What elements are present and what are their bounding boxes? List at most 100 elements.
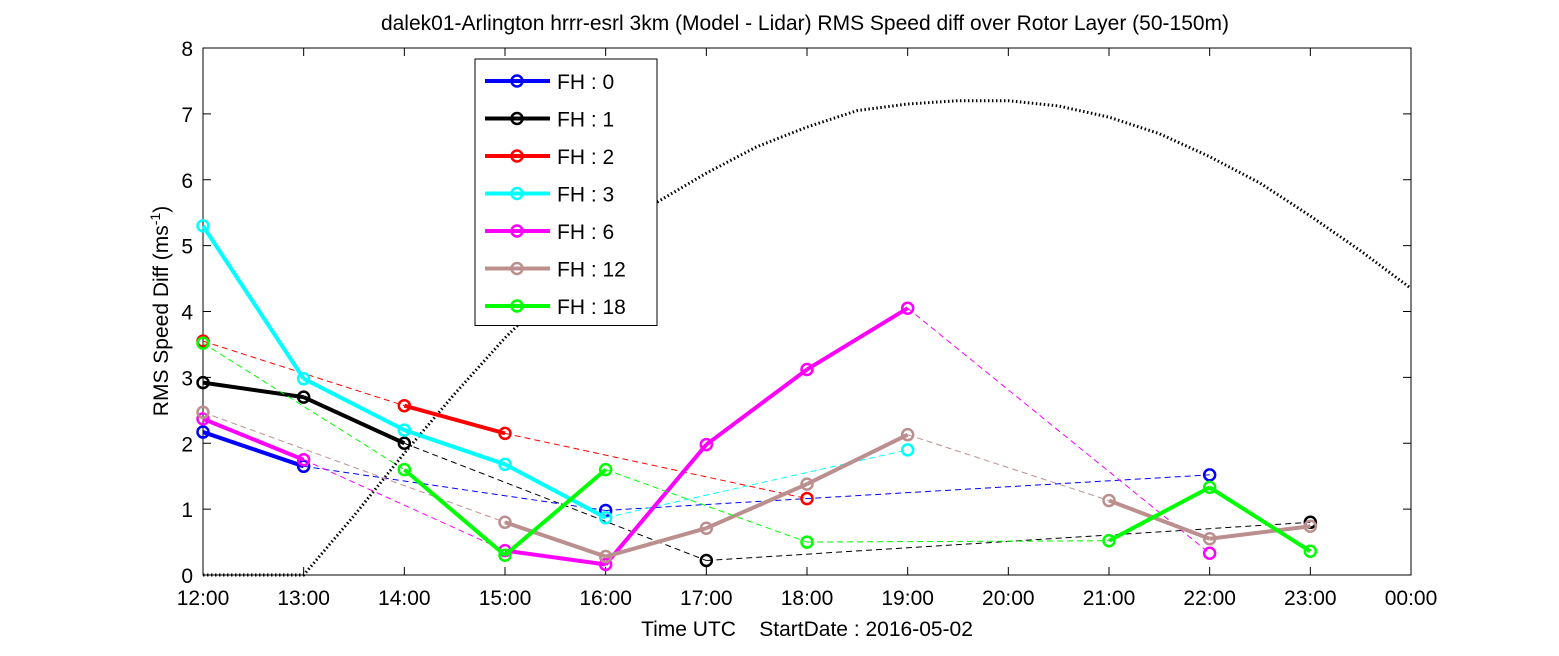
series-line-segment bbox=[1108, 485, 1211, 543]
series-gap-segment bbox=[303, 459, 506, 552]
data-point bbox=[196, 336, 210, 350]
data-point bbox=[397, 423, 412, 437]
series-line-segment bbox=[202, 430, 305, 469]
data-point bbox=[296, 452, 311, 467]
data-point bbox=[296, 459, 311, 474]
series-line-segment bbox=[403, 468, 507, 557]
series-gap-segment bbox=[303, 465, 606, 511]
data-point bbox=[1202, 468, 1217, 482]
data-point bbox=[196, 425, 210, 439]
series-line-segment bbox=[705, 482, 808, 531]
x-tick-label: 16:00 bbox=[579, 587, 632, 610]
legend-label: FH : 3 bbox=[557, 184, 614, 207]
y-tick-label: 5 bbox=[181, 236, 193, 259]
legend-entry: FH : 6 bbox=[485, 221, 614, 244]
series-gap-segment bbox=[202, 411, 506, 523]
data-point bbox=[1102, 533, 1116, 548]
data-point bbox=[900, 427, 915, 442]
y-axis-label: RMS Speed Diff (ms-1) bbox=[147, 206, 173, 416]
data-point bbox=[498, 426, 512, 441]
series-gap-segment bbox=[907, 434, 1110, 502]
series-line-segment bbox=[302, 376, 406, 432]
legend: FH : 0 FH : 1 FH : 2 FH : 3 FH : 6 FH : 12 FH … bbox=[474, 58, 658, 326]
data-point bbox=[1303, 544, 1318, 559]
y-tick-label: 6 bbox=[181, 170, 193, 193]
series-line-segment bbox=[705, 367, 809, 447]
legend-swatch-marker bbox=[510, 111, 524, 126]
series-line-segment bbox=[1108, 498, 1211, 541]
x-tick-label: 17:00 bbox=[680, 587, 733, 610]
legend-entry: FH : 12 bbox=[485, 259, 626, 282]
chart-title: dalek01-Arlington hrrr-esrl 3km (Model -… bbox=[381, 12, 1229, 35]
series-fh-3 bbox=[196, 219, 915, 525]
series-fh-12 bbox=[196, 405, 1318, 564]
legend-label: FH : 2 bbox=[557, 146, 614, 169]
data-point bbox=[800, 491, 814, 506]
plot-area bbox=[203, 48, 1411, 575]
y-tick-label: 4 bbox=[181, 302, 193, 325]
data-point bbox=[598, 557, 613, 572]
data-point bbox=[900, 301, 915, 315]
series-line-segment bbox=[1208, 485, 1312, 553]
series-line-segment bbox=[403, 428, 506, 467]
legend-entry: FH : 1 bbox=[485, 109, 614, 132]
data-point bbox=[800, 362, 814, 377]
x-tick-label: 21:00 bbox=[1083, 587, 1136, 610]
series-fh-6 bbox=[196, 301, 1217, 572]
legend-label: FH : 0 bbox=[557, 71, 614, 94]
legend-label: FH : 6 bbox=[557, 221, 614, 244]
series-line-segment bbox=[604, 443, 708, 566]
x-tick-label: 22:00 bbox=[1183, 587, 1236, 610]
legend-swatch-marker bbox=[510, 149, 524, 163]
series-gap-segment bbox=[605, 474, 1210, 511]
x-tick-label: 19:00 bbox=[881, 587, 934, 610]
series-line-segment bbox=[503, 468, 607, 557]
data-point bbox=[1102, 493, 1116, 508]
series-line-segment bbox=[302, 395, 406, 446]
y-tick-label: 7 bbox=[181, 104, 193, 127]
data-point bbox=[1202, 532, 1217, 546]
x-tick-label: 14:00 bbox=[378, 587, 431, 610]
data-point bbox=[498, 548, 512, 562]
series-line-segment bbox=[806, 432, 909, 486]
data-point bbox=[296, 371, 311, 386]
x-tick-label: 20:00 bbox=[982, 587, 1035, 610]
series-layer bbox=[196, 219, 1318, 572]
legend-swatch-marker bbox=[510, 261, 524, 276]
data-point bbox=[800, 477, 814, 491]
x-tick-label: 18:00 bbox=[781, 587, 834, 610]
data-point bbox=[900, 443, 915, 457]
x-axis-label: Time UTC StartDate : 2016-05-02 bbox=[641, 618, 973, 641]
series-line-segment bbox=[605, 526, 707, 559]
series-line-segment bbox=[202, 417, 305, 462]
series-gap-segment bbox=[806, 540, 1110, 543]
series-line-segment bbox=[805, 306, 909, 372]
y-axis-label-main: RMS Speed Diff (ms bbox=[150, 225, 173, 416]
series-line-segment bbox=[202, 380, 304, 400]
series-line-segment bbox=[504, 462, 607, 520]
series-line-segment bbox=[201, 224, 306, 380]
data-point bbox=[598, 510, 613, 525]
series-gap-segment bbox=[605, 469, 808, 543]
y-tick-label: 3 bbox=[181, 367, 193, 390]
data-point bbox=[1303, 519, 1318, 534]
data-point bbox=[296, 390, 311, 404]
y-tick-label: 2 bbox=[181, 433, 193, 456]
axes: 12:00 13:00 14:00 15:00 16:00 17:00 18:00 19:00… bbox=[177, 38, 1438, 610]
y-tick-label: 0 bbox=[181, 565, 193, 588]
legend-swatch-marker bbox=[510, 74, 524, 88]
x-tick-label: 15:00 bbox=[479, 587, 532, 610]
plot-frame bbox=[203, 48, 1411, 575]
y-tick-label: 1 bbox=[181, 499, 193, 522]
legend-entry: FH : 18 bbox=[485, 296, 626, 319]
data-point bbox=[1202, 480, 1217, 495]
data-point bbox=[699, 437, 714, 452]
data-point bbox=[498, 515, 512, 530]
legend-entry: FH : 0 bbox=[485, 71, 614, 94]
legend-label: FH : 18 bbox=[557, 296, 626, 319]
data-point bbox=[598, 462, 613, 477]
y-tick-label: 8 bbox=[181, 38, 193, 61]
legend-label: FH : 12 bbox=[557, 259, 626, 282]
data-point bbox=[196, 219, 210, 233]
data-point bbox=[1202, 546, 1217, 561]
